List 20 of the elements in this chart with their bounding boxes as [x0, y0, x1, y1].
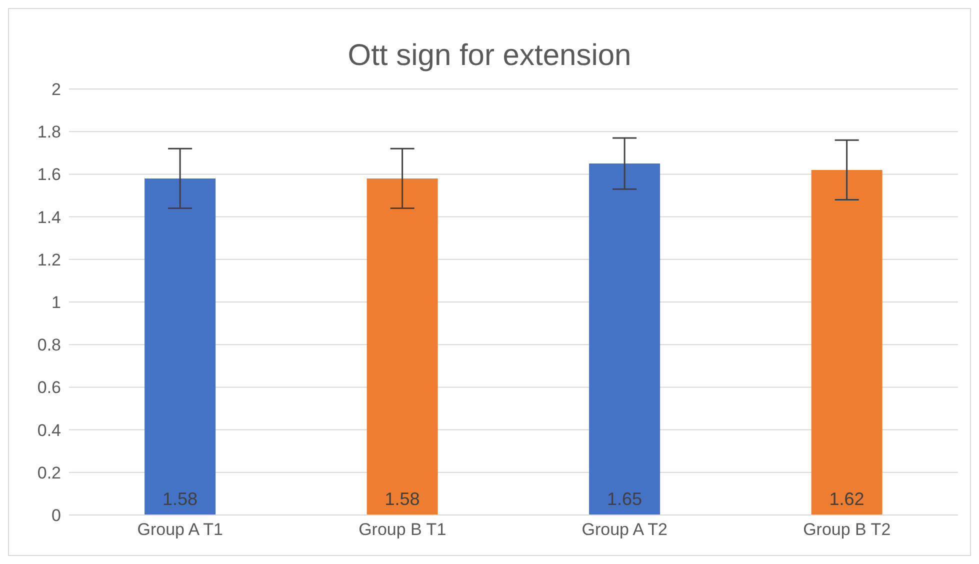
chart-title: Ott sign for extension: [346, 39, 632, 73]
y-tick-label: 1.6: [37, 165, 61, 184]
y-tick-label: 1.4: [37, 208, 61, 227]
data-label: 1.62: [829, 489, 864, 509]
data-label: 1.65: [607, 489, 642, 509]
y-tick-label: 0: [52, 506, 61, 526]
y-tick-label: 0.6: [37, 378, 61, 398]
y-tick-label: 0.2: [37, 463, 61, 482]
y-tick-label: 0.4: [37, 420, 61, 440]
y-tick-label: 1: [52, 293, 61, 312]
y-tick-label: 2: [52, 80, 61, 100]
x-tick-label: Group A T1: [137, 520, 223, 540]
x-tick-label: Group A T2: [582, 520, 668, 540]
x-tick-label: Group B T1: [358, 520, 446, 540]
x-tick-label: Group B T2: [803, 520, 891, 540]
y-tick-label: 0.8: [37, 336, 61, 355]
y-tick-label: 1.2: [37, 250, 61, 270]
y-tick-label: 1.8: [37, 122, 61, 142]
data-label: 1.58: [162, 489, 198, 509]
data-label: 1.58: [384, 489, 420, 509]
